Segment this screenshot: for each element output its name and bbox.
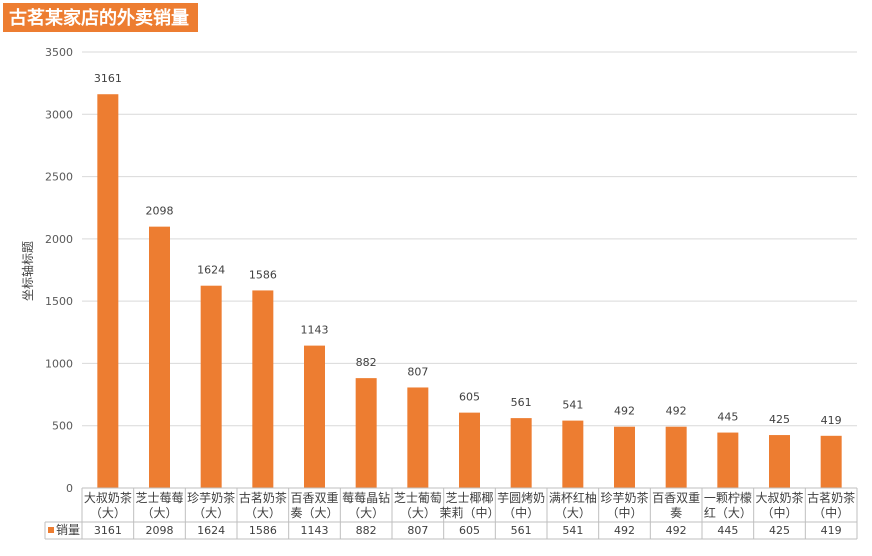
data-label: 2098	[146, 205, 174, 218]
table-value-cell: 605	[459, 524, 480, 537]
table-value-cell: 1624	[197, 524, 225, 537]
x-category-label: （大）	[193, 506, 229, 520]
x-category-label: （大）	[555, 506, 591, 520]
table-value-cell: 2098	[146, 524, 174, 537]
bar	[665, 426, 687, 488]
data-labels: 3161 2098 1624 1586 1143 882 807 605 561 541 492 49…	[94, 72, 842, 427]
data-label: 807	[407, 365, 428, 378]
x-category-label: （中）	[813, 505, 849, 520]
table-value-cell: 807	[407, 524, 428, 537]
data-label: 882	[356, 356, 377, 369]
data-label: 561	[511, 396, 532, 409]
data-label: 1624	[197, 264, 225, 277]
x-category-label: 芋圆烤奶	[497, 490, 545, 505]
table-value-cell: 492	[666, 524, 687, 537]
x-category-label: （中）	[606, 505, 642, 520]
table-value-cell: 419	[821, 524, 842, 537]
x-category-label: 珍芋奶茶	[187, 490, 235, 505]
x-category-label: 古茗奶茶	[239, 490, 287, 505]
x-category-label: （中）	[503, 505, 539, 520]
x-category-label: 大叔奶茶	[755, 490, 803, 505]
data-label: 445	[717, 411, 738, 424]
x-category-label: 奏	[670, 506, 682, 520]
x-category-label: 莓莓晶钻	[342, 490, 390, 505]
x-category-label: 一颗柠檬	[704, 490, 752, 505]
x-category-label: 茉莉（中）	[439, 505, 499, 520]
bar	[562, 420, 584, 488]
gridlines	[82, 51, 857, 427]
x-category-label: （大）	[400, 506, 436, 520]
table-value-cell: 882	[356, 524, 377, 537]
x-category-label: 满杯红柚	[549, 490, 597, 505]
bar	[304, 345, 325, 488]
table-value-cell: 445	[717, 524, 738, 537]
y-tick-label: 1500	[45, 295, 73, 308]
bar	[407, 387, 429, 488]
bar	[459, 412, 480, 488]
x-category-label: 大叔奶茶	[84, 490, 132, 505]
y-axis-ticks: 0 500 1000 1500 2000 2500 3000 3500	[45, 46, 73, 495]
bar	[252, 290, 274, 488]
y-axis-title: 坐标轴标题	[20, 241, 35, 301]
bar	[510, 418, 532, 488]
table-value-cell: 1586	[249, 524, 277, 537]
x-category-label: （大）	[245, 506, 281, 520]
data-label: 3161	[94, 72, 122, 85]
bars	[97, 94, 842, 489]
bar	[820, 435, 842, 488]
y-tick-label: 0	[66, 482, 73, 495]
table-value-cell: 3161	[94, 524, 122, 537]
x-category-label: （大）	[348, 506, 384, 520]
x-category-label: 芝士椰椰	[445, 490, 493, 505]
x-category-label: 古茗奶茶	[807, 490, 855, 505]
data-label: 605	[459, 391, 480, 404]
data-table: 大叔奶茶（大）芝士莓莓（大）珍芋奶茶（大）古茗奶茶（大）百香双重奏（大）莓莓晶钻…	[44, 487, 858, 540]
data-label: 419	[821, 414, 842, 427]
data-label: 1143	[301, 324, 329, 337]
bar	[97, 94, 119, 489]
y-tick-label: 2000	[45, 233, 73, 246]
table-value-cell: 425	[769, 524, 790, 537]
x-category-label: 芝士莓莓	[135, 490, 183, 505]
table-value-cell: 1143	[301, 524, 329, 537]
bar	[149, 226, 170, 488]
y-tick-label: 2500	[45, 171, 73, 184]
table-value-cell: 561	[511, 524, 532, 537]
x-category-label: 百香双重	[290, 491, 338, 505]
x-category-label: 奏（大）	[290, 506, 338, 520]
y-tick-label: 3500	[45, 46, 73, 59]
legend-swatch	[48, 527, 54, 533]
bar	[355, 378, 377, 488]
data-label: 492	[666, 405, 687, 418]
chart-title: 古茗某家店的外卖销量	[9, 7, 189, 29]
x-category-label: （大）	[141, 506, 177, 520]
bar	[200, 285, 222, 488]
y-tick-label: 3000	[45, 108, 73, 121]
x-category-label: （大）	[90, 506, 126, 520]
chart-title-background	[3, 3, 198, 32]
x-category-label: 百香双重	[652, 491, 700, 505]
data-label: 492	[614, 405, 635, 418]
x-category-label: 珍芋奶茶	[600, 490, 648, 505]
bar	[717, 432, 739, 488]
bar	[769, 435, 790, 488]
data-label: 1586	[249, 268, 277, 281]
table-value-cell: 541	[562, 524, 583, 537]
data-label: 425	[769, 413, 790, 426]
x-category-label: （中）	[761, 505, 797, 520]
y-tick-label: 500	[52, 420, 73, 433]
y-tick-label: 1000	[45, 357, 73, 370]
data-label: 541	[562, 399, 583, 412]
bar	[614, 426, 635, 488]
x-category-label: 红（大）	[704, 505, 752, 520]
legend-series-name: 销量	[56, 523, 80, 537]
chart-title-group: 古茗某家店的外卖销量	[3, 3, 198, 32]
x-category-label: 芝士葡萄	[394, 490, 442, 505]
table-value-cell: 492	[614, 524, 635, 537]
